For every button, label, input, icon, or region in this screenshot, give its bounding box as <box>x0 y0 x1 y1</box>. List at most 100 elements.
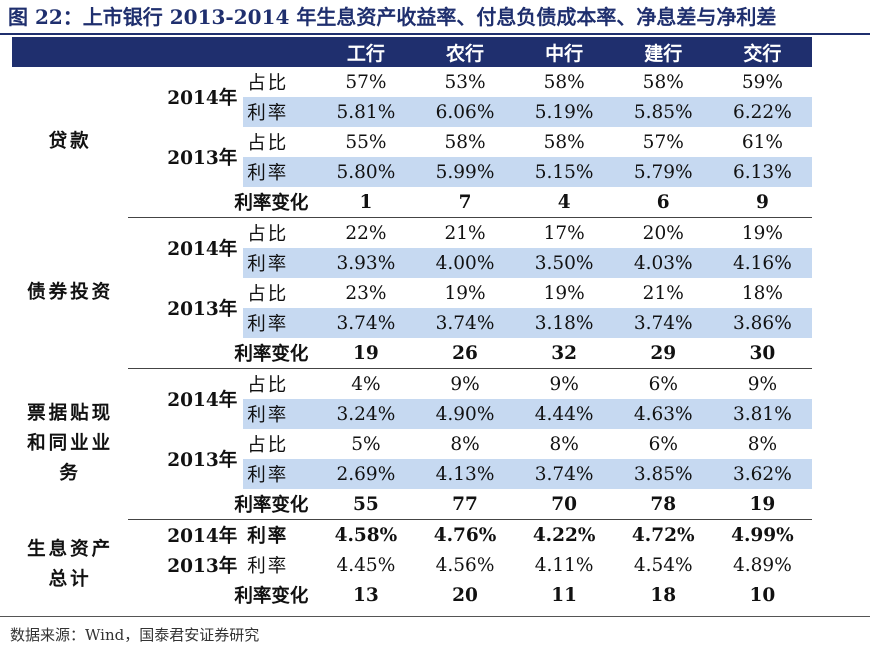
value-cell: 3.93% <box>316 248 416 278</box>
title-divider <box>0 33 870 35</box>
value-cell: 22% <box>345 222 387 244</box>
value-cell: 4.99% <box>731 524 794 546</box>
value-cell: 19% <box>543 282 585 304</box>
section-label-line: 总计 <box>48 568 92 590</box>
table-row: 利率 5.81% 6.06% 5.19% 5.85% 6.22% <box>12 97 812 127</box>
change-cell: 55 <box>316 489 416 520</box>
change-row: 利率变化 19 26 32 29 30 <box>12 338 812 369</box>
value-cell: 4.11% <box>534 554 594 576</box>
change-label: 利率变化 <box>234 586 309 607</box>
section-label-line: 票据贴现 <box>27 403 114 424</box>
table-row: 利率 3.74% 3.74% 3.18% 3.74% 3.86% <box>12 308 812 338</box>
metric-label: 利率 <box>243 97 317 127</box>
value-cell: 4.56% <box>435 554 495 576</box>
value-cell: 5.15% <box>514 157 614 187</box>
year-label: 2013年 <box>167 299 238 320</box>
bank-rates-table: 工行 农行 中行 建行 交行 贷款 2014年 占比 57% 53% 58% 5… <box>12 37 812 610</box>
value-cell: 6.22% <box>712 97 812 127</box>
change-cell: 70 <box>514 489 614 520</box>
value-cell: 3.74% <box>514 459 614 489</box>
change-cell: 1 <box>316 187 416 218</box>
value-cell: 4.90% <box>415 399 515 429</box>
value-cell: 20% <box>642 222 684 244</box>
value-cell: 8% <box>747 433 778 455</box>
value-cell: 4.16% <box>712 248 812 278</box>
metric-label: 利率 <box>243 459 317 489</box>
value-cell: 4.22% <box>532 524 596 546</box>
change-row: 利率变化 1 7 4 6 9 <box>12 187 812 218</box>
metric-label: 利率 <box>247 526 289 547</box>
value-cell: 6% <box>648 433 678 455</box>
value-cell: 19% <box>444 282 486 304</box>
metric-label: 利率 <box>243 308 317 338</box>
value-cell: 4.13% <box>415 459 515 489</box>
metric-label: 利率 <box>243 399 317 429</box>
metric-label: 占比 <box>247 73 289 94</box>
table-header-row: 工行 农行 中行 建行 交行 <box>12 37 812 67</box>
value-cell: 18% <box>741 282 783 304</box>
year-label: 2013年 <box>167 450 238 471</box>
change-cell: 11 <box>551 584 577 606</box>
value-cell: 4.44% <box>514 399 614 429</box>
value-cell: 58% <box>543 131 585 153</box>
value-cell: 5.79% <box>613 157 713 187</box>
header-bank: 交行 <box>712 37 812 67</box>
value-cell: 53% <box>444 71 486 93</box>
value-cell: 3.74% <box>613 308 713 338</box>
year-label: 2014年 <box>167 88 238 109</box>
value-cell: 61% <box>741 131 783 153</box>
value-cell: 4.45% <box>336 554 396 576</box>
change-cell: 30 <box>712 338 812 369</box>
table-row: 债券投资 2014年 占比 22% 21% 17% 20% 19% <box>12 218 812 304</box>
value-cell: 9% <box>450 373 480 395</box>
metric-label: 利率 <box>243 248 317 278</box>
value-cell: 4.89% <box>733 554 792 576</box>
value-cell: 6.13% <box>712 157 812 187</box>
table-row: 利率 2.69% 4.13% 3.74% 3.85% 3.62% <box>12 459 812 489</box>
value-cell: 4.76% <box>433 524 497 546</box>
section-label-line: 和同业业 <box>27 433 114 454</box>
change-row: 利率变化 55 77 70 78 19 <box>12 489 812 520</box>
section-label-line: 生息资产 <box>27 538 114 560</box>
change-row: 利率变化 13 20 11 18 10 <box>12 580 812 610</box>
change-cell: 19 <box>316 338 416 369</box>
change-cell: 26 <box>415 338 515 369</box>
metric-label: 利率 <box>247 556 289 577</box>
value-cell: 17% <box>543 222 585 244</box>
figure-title: 图 22：上市银行 2013-2014 年生息资产收益率、付息负债成本率、净息差… <box>8 5 777 29</box>
change-label: 利率变化 <box>128 338 317 369</box>
change-cell: 9 <box>712 187 812 218</box>
change-cell: 13 <box>353 584 379 606</box>
value-cell: 3.85% <box>613 459 713 489</box>
value-cell: 55% <box>345 131 387 153</box>
header-bank: 农行 <box>415 37 515 67</box>
header-blank <box>12 37 317 67</box>
value-cell: 58% <box>642 71 684 93</box>
value-cell: 21% <box>444 222 486 244</box>
year-label: 2014年 <box>167 390 238 411</box>
value-cell: 19% <box>741 222 783 244</box>
table-row: 2013年 占比 23% 19% 19% 21% 18% <box>12 278 812 321</box>
change-cell: 20 <box>452 584 478 606</box>
value-cell: 23% <box>345 282 387 304</box>
table-row: 利率 3.24% 4.90% 4.44% 4.63% 3.81% <box>12 399 812 429</box>
value-cell: 4.03% <box>613 248 713 278</box>
source-note: 数据来源：Wind，国泰君安证券研究 <box>10 626 260 644</box>
change-label: 利率变化 <box>128 187 317 218</box>
table-row: 利率 5.80% 5.99% 5.15% 5.79% 6.13% <box>12 157 812 187</box>
section-label-line: 务 <box>59 463 81 484</box>
section-label: 贷款 <box>48 131 92 153</box>
header-bank: 建行 <box>613 37 713 67</box>
metric-label: 利率 <box>243 157 317 187</box>
table-row: 票据贴现 和同业业 务 2014年 占比 4% 9% 9% 6% 9% <box>12 369 812 485</box>
table-row: 2013年 利率 4.45% 4.56% 4.11% 4.54% 4.89% <box>12 550 812 580</box>
value-cell: 3.74% <box>316 308 416 338</box>
value-cell: 4.54% <box>633 554 693 576</box>
year-label: 2013年 <box>167 148 238 169</box>
metric-label: 占比 <box>247 133 289 154</box>
change-cell: 18 <box>650 584 677 606</box>
value-cell: 5.80% <box>316 157 416 187</box>
section-label: 票据贴现 和同业业 务 <box>12 369 128 520</box>
value-cell: 57% <box>345 71 387 93</box>
value-cell: 8% <box>450 433 480 455</box>
